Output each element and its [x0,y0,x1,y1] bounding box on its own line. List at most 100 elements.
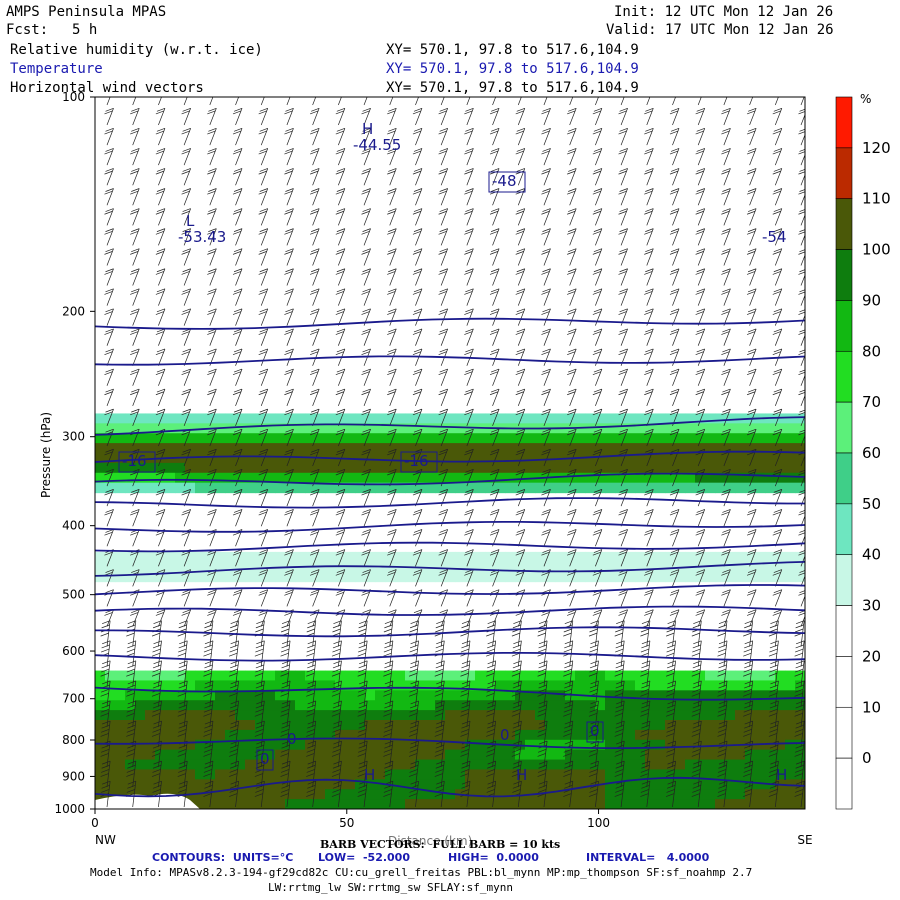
rh-cell [95,423,106,434]
rh-cell [685,799,696,809]
wind-barb-flag [259,348,268,353]
wind-barb-flag [692,728,701,733]
wind-barb-flag [568,228,577,232]
rh-cell [655,789,666,800]
wind-barb [338,248,346,266]
wind-barb [543,128,551,146]
rh-cell [345,690,356,701]
wind-barb-flag [311,388,320,393]
rh-cell [515,462,526,474]
wind-barb-flag [229,793,238,797]
wind-barb [517,248,526,266]
rh-cell [215,789,226,800]
wind-barb [543,208,551,226]
wind-barb-flag [645,589,654,593]
wind-barb-flag [152,749,161,753]
wind-barb-flag [512,728,521,733]
rh-cell [435,749,446,761]
rh-cell [245,482,256,494]
wind-barb-flag [361,371,370,376]
rh-cell [545,443,556,454]
wind-barb-flag [232,130,242,135]
wind-barb-flag [670,529,680,533]
wind-barb-flag [722,489,731,493]
rh-cell [735,710,746,721]
wind-barb [106,368,114,386]
wind-barb-flag [746,351,756,355]
wind-barb-flag [156,609,166,614]
rh-cell [785,729,796,741]
wind-barb-flag [362,128,371,132]
wind-barb-flag [207,612,216,616]
rh-cell [595,769,606,780]
wind-barb-flag [105,268,114,273]
rh-cell [775,462,786,474]
rh-cell [555,690,566,701]
wind-barb-flag [439,408,448,413]
wind-barb [415,128,423,146]
wind-barb-flag [542,468,551,473]
wind-barb-flag [718,740,728,745]
wind-barb-flag [229,668,238,673]
wind-barb-flag [644,130,653,135]
wind-barb-flag [388,348,397,353]
rh-cell [755,749,766,761]
wind-barb [569,368,577,386]
wind-barb-flag [722,288,731,293]
wind-barb-flag [696,248,705,253]
rh-cell [695,769,706,780]
wind-barb [440,288,448,306]
wind-barb-flag [589,684,599,689]
wind-barb-flag [490,448,500,453]
wind-barb-flag [105,428,114,433]
wind-barb-flag [152,624,162,629]
rh-cell [125,561,136,573]
rh-cell [785,472,796,484]
rh-cell [515,799,526,809]
wind-barb-flag [542,228,551,232]
wind-barb-flag [207,210,216,215]
wind-barb-flag [568,328,577,333]
rh-cell [695,571,706,583]
rh-cell [575,749,586,761]
wind-barb-flag [412,210,422,215]
wind-barb-flag [568,148,577,152]
wind-barb-flag [746,391,756,396]
wind-barb [106,589,114,607]
rh-cell [455,423,466,434]
rh-cell [615,739,626,751]
rh-cell [275,769,286,780]
wind-barb-flag [640,749,650,753]
rh-cell [425,779,436,790]
wind-barb-flag [179,680,188,685]
wind-barb-flag [567,551,576,556]
rh-cell [185,482,196,494]
rh-cell [655,551,666,563]
wind-barb-flag [152,684,162,689]
rh-cell [345,482,356,494]
wind-barb-flag [464,491,473,496]
wind-barb-flag [666,704,676,709]
rh-cell [715,472,726,484]
wind-barb-flag [568,428,577,433]
rh-cell [775,551,786,563]
rh-cell [775,482,786,494]
rh-cell [195,680,206,691]
rh-cell [505,779,516,790]
wind-barb-flag [309,190,319,195]
rh-cell [785,799,796,809]
rh-cell [655,472,666,484]
wind-barb-flag [358,728,367,733]
wind-barb-flag [644,251,653,255]
rh-cell [795,700,805,711]
wind-barb [440,308,448,326]
rh-cell [225,423,236,434]
wind-barb-flag [362,388,371,393]
wind-barb-flag [412,551,422,556]
rh-cell [145,423,156,434]
wind-barb-flag [105,148,114,152]
rh-cell [335,551,346,563]
wind-barb-flag [615,688,624,693]
wind-barb-flag [284,592,293,596]
wind-barb-flag [232,110,242,115]
